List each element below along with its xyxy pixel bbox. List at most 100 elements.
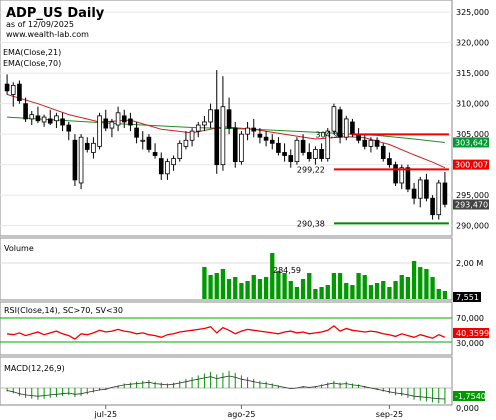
candle — [97, 112, 102, 150]
volume-bar — [356, 273, 361, 299]
price-tick-label: 315,000 — [456, 69, 489, 78]
candle — [17, 80, 22, 104]
candle — [436, 179, 442, 220]
x-tick-label: ago-25 — [227, 410, 255, 419]
candle-body — [411, 188, 417, 199]
candle — [4, 74, 10, 95]
candle — [442, 171, 448, 208]
candle-body — [23, 103, 28, 120]
price-tick-label: 305,000 — [456, 130, 489, 139]
candle — [10, 82, 16, 107]
x-tick-label: jul-25 — [93, 410, 117, 419]
last-value-tags: 303,642 300,007 293,470 — [453, 137, 489, 210]
volume-bar — [307, 273, 312, 299]
candle — [343, 115, 349, 141]
candle — [91, 137, 96, 159]
volume-bar — [257, 279, 263, 299]
macd-last-value: -1,7540 — [455, 392, 486, 401]
volume-bar — [220, 269, 226, 299]
candle-body — [208, 109, 213, 123]
volume-bar — [381, 281, 386, 299]
candle-body — [214, 109, 220, 166]
candle — [387, 152, 392, 168]
candle — [337, 106, 343, 144]
volume-bar — [239, 283, 244, 299]
candle-body — [436, 182, 442, 216]
price-grid — [0, 11, 452, 227]
candle — [411, 182, 417, 205]
candle — [325, 128, 331, 162]
candle-body — [350, 121, 355, 135]
last-value-tag — [453, 159, 489, 170]
rsi-panel: RSI(Close,14), SC>70, SV<30 70,000 40,35… — [0, 301, 489, 356]
volume-bar — [245, 281, 250, 299]
candle-body — [4, 83, 10, 92]
candle-body — [343, 118, 349, 138]
candle-body — [337, 109, 343, 138]
candle-body — [417, 179, 423, 199]
candle-body — [35, 115, 41, 122]
candle — [84, 137, 90, 153]
candle-body — [288, 155, 294, 163]
candle — [47, 109, 53, 126]
price-tick-label: 310,000 — [456, 100, 489, 109]
volume-bar — [387, 287, 392, 299]
candle — [158, 152, 164, 180]
candle-body — [103, 118, 109, 129]
volume-bar — [319, 287, 324, 299]
candle — [72, 134, 78, 187]
rsi-title: RSI(Close,14), SC>70, SV<30 — [4, 306, 123, 315]
candle — [35, 106, 41, 124]
volume-bar — [350, 285, 355, 299]
volume-annotation: 284,59 — [273, 266, 301, 275]
volume-bar — [368, 285, 374, 299]
candle — [232, 121, 238, 168]
candle-body — [257, 133, 263, 138]
macd-plot-area — [0, 356, 453, 406]
candle-body — [325, 130, 331, 159]
volume-bar — [362, 275, 367, 299]
indicator-label-ema21: EMA(Close,21) — [3, 48, 61, 57]
candle — [195, 121, 201, 138]
level-label: 299,22 — [297, 165, 325, 174]
candle — [189, 128, 195, 147]
candle-body — [232, 127, 238, 163]
volume-bar — [226, 279, 232, 299]
candle-body — [109, 121, 115, 129]
rsi-tick-label-70: 70,000 — [456, 314, 484, 323]
volume-bar — [418, 267, 423, 299]
candle — [171, 155, 176, 171]
candle — [214, 70, 220, 174]
volume-bar — [313, 289, 318, 299]
candle — [282, 143, 287, 162]
candle-body — [128, 118, 133, 126]
last-value-label: 303,642 — [455, 138, 488, 147]
candle-body — [97, 115, 102, 147]
volume-last-tag — [453, 292, 481, 302]
candle-body — [276, 142, 281, 153]
last-value-tag — [453, 199, 489, 210]
chart-site: www.wealth-lab.com — [6, 30, 89, 39]
candle-body — [245, 127, 250, 135]
rsi-tick-label-30: 30,000 — [456, 339, 484, 348]
candle-body — [183, 139, 189, 147]
volume-bars — [202, 253, 448, 299]
volume-bar — [436, 289, 441, 299]
candle — [41, 114, 47, 127]
candle-body — [29, 114, 35, 120]
last-value-tag — [453, 137, 489, 148]
candle — [220, 76, 226, 171]
x-axis: jul-25 ago-25 sep-25 — [93, 405, 403, 419]
volume-bar — [288, 281, 293, 299]
rsi-last-tag — [453, 328, 489, 338]
candle-body — [399, 167, 405, 184]
rsi-line — [7, 325, 446, 340]
support-resistance-levels: 304,96 299,22 290,38 — [297, 130, 449, 228]
volume-bar — [233, 277, 238, 299]
candle — [183, 131, 189, 150]
candle-body — [294, 139, 300, 163]
candle — [393, 161, 398, 187]
candle-body — [430, 197, 435, 216]
candle-body — [195, 124, 201, 132]
volume-bar — [399, 275, 404, 299]
